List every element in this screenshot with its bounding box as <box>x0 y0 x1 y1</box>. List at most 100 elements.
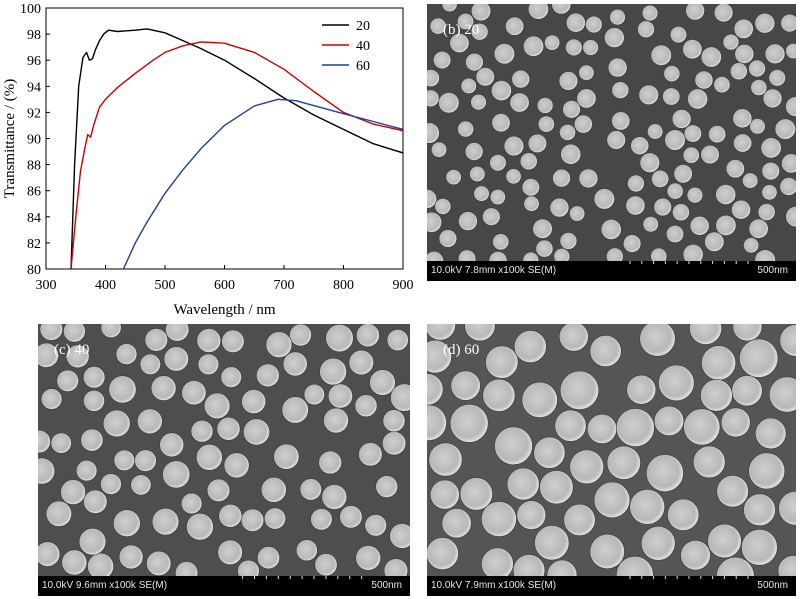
sem-particle <box>637 20 655 39</box>
sem-particle <box>310 508 333 531</box>
sem-particle <box>144 328 169 352</box>
sem-particle <box>445 169 462 186</box>
sem-particle <box>562 100 581 119</box>
sem-particle <box>774 118 796 140</box>
sem-particle <box>63 324 86 343</box>
sem-particle <box>639 152 661 173</box>
sem-particle <box>686 186 704 204</box>
sem-particle <box>569 449 604 485</box>
sem-particle <box>83 489 108 514</box>
legend-entry-label: 40 <box>356 39 370 54</box>
sem-particle <box>671 109 692 129</box>
sem-particle <box>715 184 737 205</box>
sem-image-panel-d: (d) 60 10.0kV 7.9mm x100k SE(M) 500nm <box>427 324 796 596</box>
sem-particle <box>739 338 779 378</box>
sem-particle <box>578 168 599 189</box>
sem-particle <box>647 123 664 140</box>
y-tick-label: 90 <box>27 133 41 148</box>
sem-particle <box>390 383 410 412</box>
sem-particle <box>159 432 185 458</box>
series-line-40 <box>70 41 403 269</box>
sem-particle <box>539 470 574 505</box>
sem-particle <box>641 4 659 22</box>
sem-particle <box>38 541 61 567</box>
sem-particle <box>701 345 737 381</box>
sem-particle <box>221 329 245 353</box>
sem-info-bar: 10.0kV 7.9mm x100k SE(M) 500nm <box>427 576 796 596</box>
sem-particle <box>733 133 753 153</box>
sem-particle <box>389 523 410 549</box>
sem-panel-label: (d) 60 <box>443 342 480 358</box>
x-tick-label: 500 <box>155 278 176 293</box>
sem-particle <box>667 498 700 531</box>
sem-image-panel-b: (b) 20 10.0kV 7.8mm x100k SE(M) 500nm <box>427 4 796 281</box>
sem-particle <box>180 492 203 515</box>
sem-particle <box>434 197 452 215</box>
sem-particle <box>243 418 271 446</box>
sem-particle <box>321 484 348 510</box>
sem-particle <box>50 432 72 454</box>
sem-particle <box>264 507 287 530</box>
sem-image-panel-c: (c) 40 10.0kV 9.6mm x100k SE(M) 500nm <box>38 324 410 596</box>
sem-particle <box>427 339 452 374</box>
sem-particle <box>457 120 474 138</box>
sem-particle <box>113 509 141 537</box>
sem-particle <box>573 114 593 134</box>
sem-particle <box>196 328 222 353</box>
sem-particle <box>87 552 114 576</box>
sem-particle <box>203 392 231 420</box>
sem-particle <box>240 508 265 532</box>
sem-particle <box>625 195 646 216</box>
sem-particle <box>754 249 776 261</box>
sem-particle <box>75 459 98 482</box>
sem-particle <box>80 428 104 452</box>
sem-particle <box>485 345 519 379</box>
sem-particle <box>505 16 525 36</box>
sem-particle <box>134 449 157 472</box>
sem-particle <box>642 216 659 233</box>
sem-particle <box>694 70 714 90</box>
sem-particle <box>429 17 447 35</box>
sem-particle <box>553 248 571 261</box>
sem-particle <box>626 374 657 405</box>
sem-particle <box>186 512 214 541</box>
sem-particle <box>587 413 618 444</box>
sem-particle <box>427 373 444 406</box>
sem-particle <box>743 493 776 527</box>
y-tick-label: 86 <box>27 185 41 200</box>
y-tick-label: 80 <box>27 263 41 278</box>
y-axis-ticks: 80 82 84 86 88 90 92 94 96 98 100 <box>20 2 50 278</box>
sem-particle <box>615 408 655 448</box>
sem-particle <box>492 233 510 251</box>
sem-micrograph-c <box>38 324 410 576</box>
sem-particle <box>469 165 486 183</box>
sem-particle <box>689 324 722 345</box>
sem-particle <box>762 88 783 109</box>
sem-particle <box>427 251 444 261</box>
sem-particle <box>527 4 549 20</box>
sem-particle <box>700 46 722 68</box>
sem-particle <box>650 247 668 261</box>
sem-particle <box>505 168 522 185</box>
sem-particle <box>606 130 626 150</box>
sem-particle <box>650 44 672 66</box>
sem-particle <box>720 407 751 438</box>
sem-particle <box>560 143 582 165</box>
sem-particle <box>536 97 554 114</box>
sem-particle <box>785 96 796 117</box>
sem-particle <box>299 478 322 501</box>
sem-particle <box>578 64 595 81</box>
sem-particle <box>115 343 138 365</box>
sem-particle <box>754 12 776 34</box>
sem-particle <box>700 379 733 412</box>
sem-particle <box>491 80 512 102</box>
sem-particle <box>56 369 79 393</box>
sem-particle <box>118 544 144 570</box>
sem-particle <box>692 445 726 479</box>
sem-scale-bar-label: 500nm <box>757 580 788 591</box>
y-tick-label: 96 <box>27 54 41 69</box>
sem-particle <box>83 389 105 412</box>
sem-micrograph-b <box>427 4 796 261</box>
sem-particle <box>356 324 380 348</box>
sem-particle <box>748 452 786 490</box>
